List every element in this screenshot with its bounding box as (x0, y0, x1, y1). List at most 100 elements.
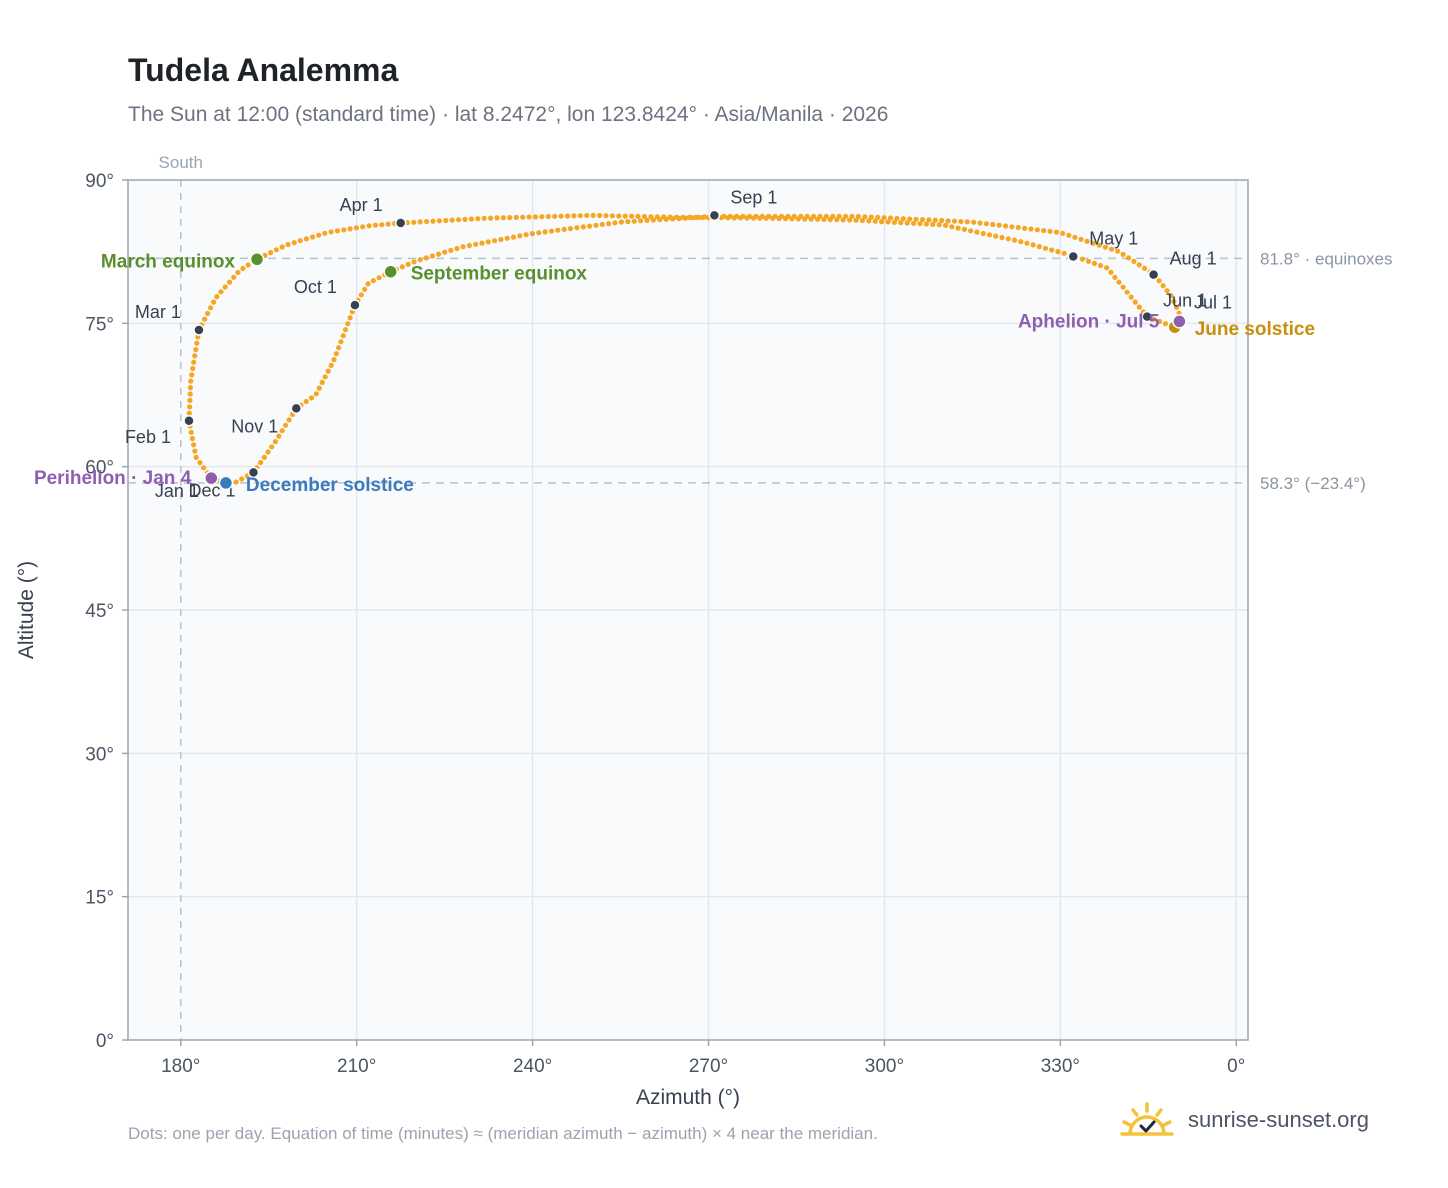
brand-name: sunrise-sunset.org (1188, 1107, 1369, 1132)
reference-lines: South 81.8° · equinoxes 58.3° (−23.4°) (128, 153, 1393, 1040)
day-dot (1156, 278, 1162, 284)
month-dot (708, 209, 721, 222)
day-dot (740, 213, 746, 219)
south-label: South (159, 153, 203, 172)
day-dot (513, 214, 519, 220)
axis-ticks: 180° 210° 240° 270° 300° 330° 0° 0° 15° 30° 45° 60°… (85, 171, 1245, 1077)
month-dot (183, 415, 195, 427)
day-dot (235, 269, 241, 276)
month-label: Jul 1 (1194, 292, 1232, 312)
day-dot (479, 240, 485, 246)
day-dot (625, 219, 631, 225)
day-dot (191, 442, 197, 448)
day-dot (759, 213, 765, 219)
day-dot (1120, 284, 1126, 290)
day-dot (1079, 256, 1085, 262)
day-dot (187, 391, 193, 397)
day-dot (365, 281, 371, 287)
day-dot (1164, 288, 1170, 294)
day-dot (618, 219, 625, 225)
day-dot (504, 235, 510, 241)
day-dot (379, 222, 385, 228)
day-dot (1049, 247, 1055, 253)
day-dot (1115, 248, 1121, 254)
day-dot (849, 213, 855, 219)
special-dot (249, 252, 265, 267)
day-dot (616, 213, 622, 219)
day-dot (1005, 236, 1011, 242)
day-dot (442, 249, 448, 255)
day-dot (1042, 245, 1049, 251)
day-dot (753, 213, 759, 219)
day-dot (923, 221, 930, 227)
day-dot (303, 236, 309, 242)
day-dot (593, 222, 599, 228)
day-dot (283, 422, 289, 428)
day-dot (638, 218, 644, 224)
day-dot (1125, 255, 1132, 261)
day-dot (817, 213, 823, 219)
day-dot (189, 372, 195, 378)
day-dot (930, 221, 936, 227)
day-dot (603, 213, 609, 219)
special-label: December solstice (246, 475, 414, 496)
x-tick-label: 240° (513, 1056, 552, 1077)
day-dot (328, 362, 334, 368)
day-dot (866, 218, 872, 224)
day-dot (1009, 224, 1015, 230)
day-dot (872, 218, 878, 224)
month-dot (1147, 268, 1160, 281)
day-dot (240, 265, 246, 272)
day-dot (1053, 229, 1060, 235)
day-dot (211, 299, 217, 305)
day-dot (702, 214, 708, 220)
day-dot (597, 212, 603, 219)
reference-line-label: 58.3° (−23.4°) (1260, 474, 1366, 493)
analemma-path (186, 212, 1182, 486)
day-dot (993, 233, 999, 239)
day-dot (900, 216, 906, 222)
day-dot (297, 238, 303, 244)
day-dot (599, 221, 605, 227)
brand-logo[interactable]: sunrise-sunset.org (1120, 1100, 1369, 1140)
day-dot (276, 433, 282, 439)
day-dot (536, 230, 542, 236)
x-tick-label: 300° (865, 1056, 904, 1077)
day-dot (548, 228, 555, 234)
month-label: Jan 1 (155, 481, 199, 501)
day-dot (894, 215, 900, 221)
day-dot (798, 213, 804, 219)
day-dot (258, 459, 264, 466)
day-dot (385, 221, 391, 227)
day-dot (1112, 274, 1118, 280)
day-dot (214, 294, 220, 300)
day-dot (567, 226, 574, 232)
day-dot (353, 225, 359, 231)
y-tick-label: 0° (96, 1031, 114, 1052)
day-dot (631, 218, 637, 224)
day-dot (325, 368, 331, 374)
day-dot (785, 213, 791, 219)
day-dot (1084, 238, 1090, 244)
chart-subtitle: The Sun at 12:00 (standard time) · lat 8… (128, 103, 889, 126)
day-dot (843, 213, 849, 219)
day-dot (1090, 240, 1096, 246)
day-dot (194, 340, 200, 346)
day-dot (1108, 246, 1115, 252)
x-tick-label: 180° (161, 1056, 200, 1077)
reference-line-label: 81.8° · equinoxes (1260, 249, 1393, 268)
special-label: June solstice (1195, 319, 1315, 340)
day-dot (943, 222, 949, 228)
day-dot (347, 315, 353, 321)
day-dot (436, 218, 442, 224)
day-dot (587, 223, 593, 229)
day-dot (201, 465, 207, 471)
day-dot (340, 333, 346, 339)
day-dot (689, 215, 695, 221)
day-dot (1132, 299, 1138, 305)
month-dot (1067, 250, 1080, 263)
day-dot (907, 216, 913, 222)
y-axis-label: Altitude (°) (15, 561, 38, 659)
day-dot (955, 225, 961, 231)
day-dot (193, 347, 199, 353)
